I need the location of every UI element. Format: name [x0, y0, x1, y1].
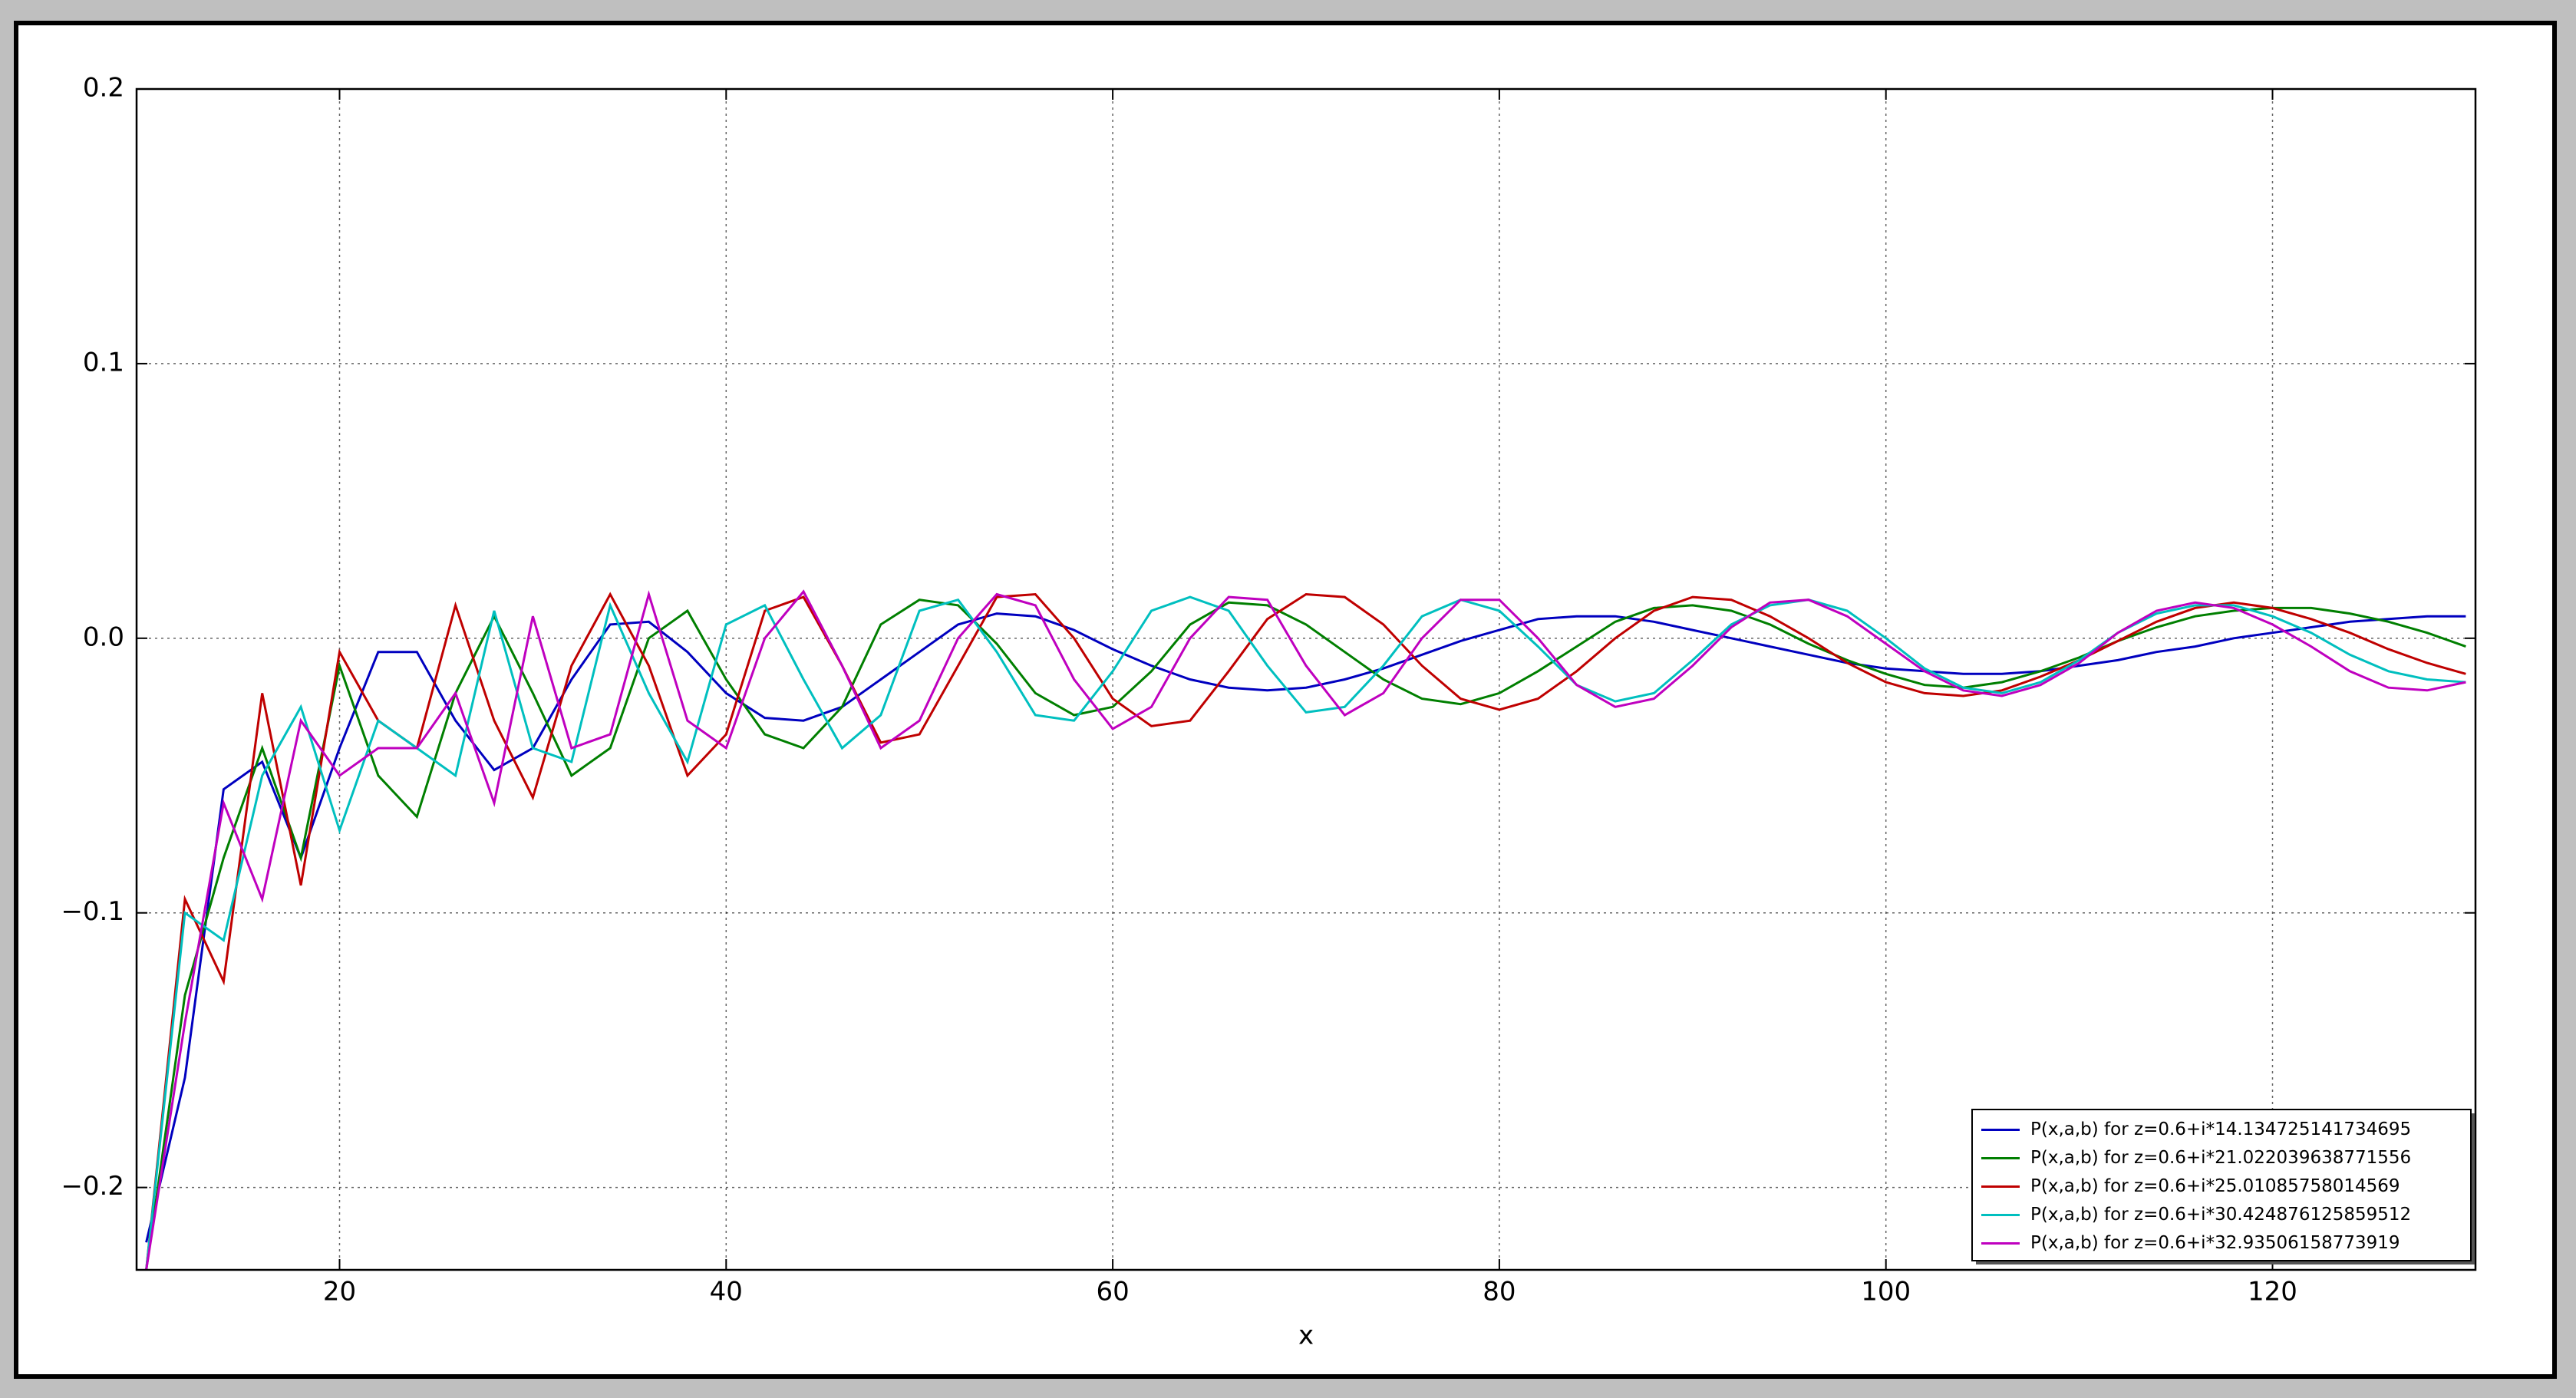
plot-frame [135, 87, 2477, 1271]
series-line [145, 589, 2466, 1270]
legend-label: P(x,a,b) for z=0.6+i*30.424876125859512 [2030, 1205, 2411, 1225]
series-line [145, 595, 2466, 1270]
legend-box [1971, 1109, 2472, 1261]
y-tick-label: 0.0 [83, 622, 124, 652]
legend-label: P(x,a,b) for z=0.6+i*25.01085758014569 [2030, 1176, 2400, 1196]
series-line [145, 598, 2466, 1270]
legend-label: P(x,a,b) for z=0.6+i*21.022039638771556 [2030, 1148, 2411, 1168]
x-tick-label: 60 [1096, 1277, 1129, 1307]
y-tick-label: −0.2 [61, 1171, 124, 1202]
x-tick-label: 40 [710, 1277, 743, 1307]
x-tick-label: 80 [1483, 1277, 1516, 1307]
x-tick-label: 120 [2248, 1277, 2297, 1307]
legend-label: P(x,a,b) for z=0.6+i*32.93506158773919 [2030, 1233, 2400, 1253]
x-tick-label: 20 [323, 1277, 356, 1307]
x-axis-label: x [1298, 1321, 1314, 1351]
y-tick-label: 0.2 [83, 73, 124, 104]
y-tick-label: −0.1 [61, 896, 124, 927]
legend-label: P(x,a,b) for z=0.6+i*14.134725141734695 [2030, 1119, 2411, 1139]
x-tick-label: 100 [1861, 1277, 1911, 1307]
y-tick-label: 0.1 [83, 347, 124, 378]
plot-lines [145, 589, 2466, 1270]
